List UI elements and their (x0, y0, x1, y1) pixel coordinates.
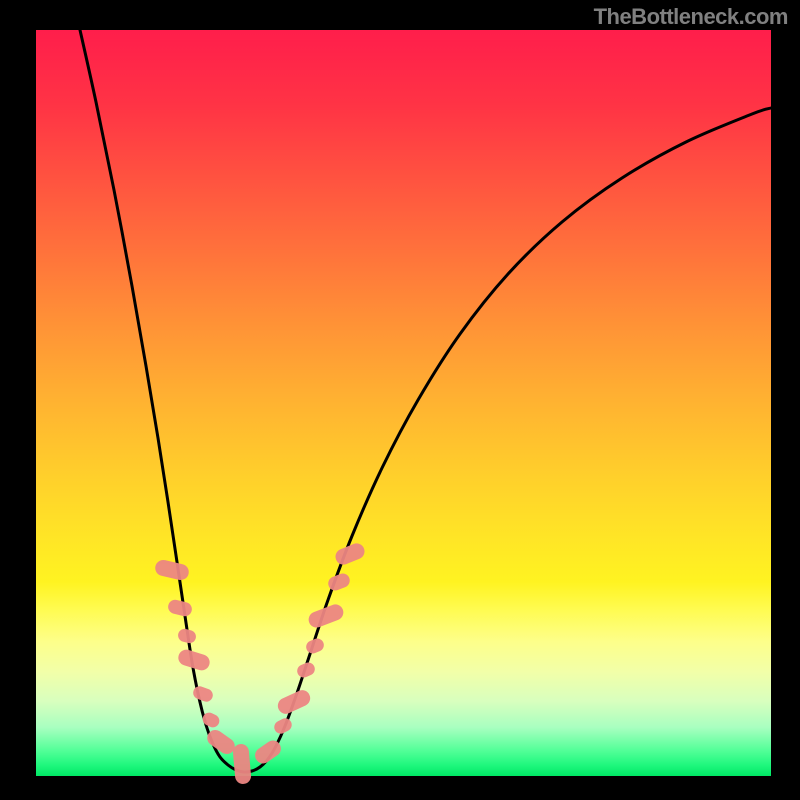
data-marker (167, 598, 194, 617)
curve-layer (36, 30, 771, 776)
plot-area (36, 30, 771, 776)
data-marker (275, 688, 313, 717)
data-marker (304, 637, 326, 656)
data-marker (295, 661, 317, 680)
data-marker (272, 716, 294, 736)
chart-frame: TheBottleneck.com (0, 0, 800, 800)
marker-group (154, 541, 367, 785)
data-marker (326, 572, 352, 593)
watermark-text: TheBottleneck.com (594, 4, 788, 30)
data-marker (177, 627, 198, 644)
data-marker (232, 743, 251, 784)
data-marker (191, 684, 214, 703)
data-marker (154, 558, 191, 581)
